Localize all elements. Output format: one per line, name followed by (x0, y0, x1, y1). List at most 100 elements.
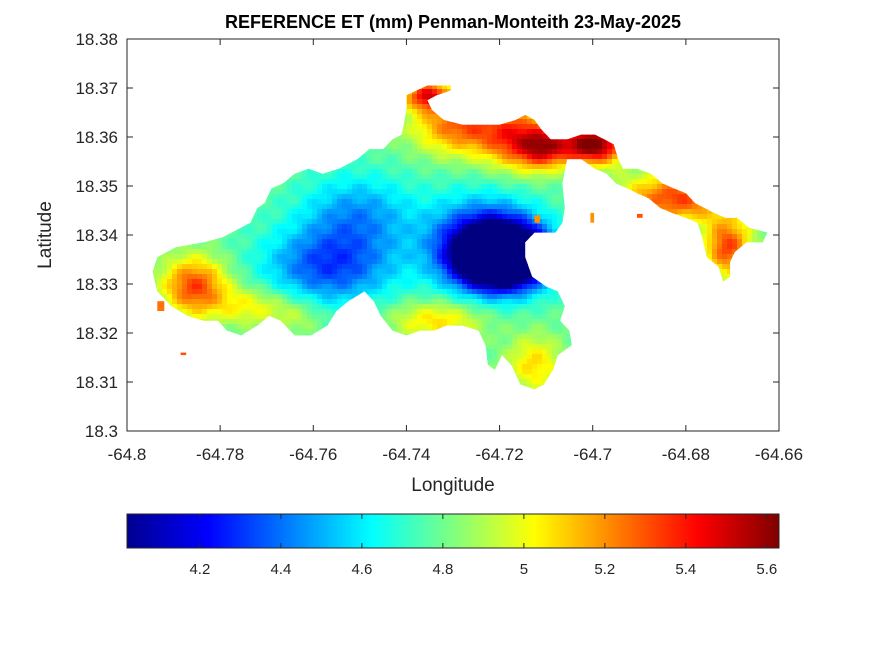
heatmap-cell (222, 289, 228, 295)
heatmap-cell (422, 269, 428, 275)
heatmap-cell (297, 299, 303, 305)
heatmap-cell (322, 319, 328, 325)
heatmap-cell (297, 194, 303, 200)
heatmap-cell (367, 269, 373, 275)
heatmap-cell (412, 259, 418, 265)
heatmap-cell (402, 319, 408, 325)
heatmap-cell (372, 274, 378, 280)
heatmap-cell (427, 239, 433, 245)
heatmap-cell (192, 249, 198, 255)
heatmap-cell (327, 314, 333, 320)
heatmap-cell (372, 189, 378, 195)
heatmap-cell (282, 239, 288, 245)
heatmap-cell (427, 204, 433, 210)
heatmap-cell (362, 174, 368, 180)
heatmap-cell (317, 199, 323, 205)
heatmap-cell (227, 269, 233, 275)
heatmap-cell (402, 169, 408, 175)
heatmap-cell (192, 314, 198, 320)
heatmap-cell (267, 209, 273, 215)
heatmap-cell (302, 234, 308, 240)
heatmap-cell (312, 214, 318, 220)
heatmap-cell (412, 229, 418, 235)
heatmap-cell (217, 244, 223, 250)
heatmap-cell (427, 209, 433, 215)
heatmap-cell (407, 179, 413, 185)
heatmap-cell (362, 189, 368, 195)
heatmap-cell (412, 164, 418, 170)
heatmap-cell (222, 244, 228, 250)
heatmap-cell (252, 264, 258, 270)
heatmap-cell (297, 244, 303, 250)
heatmap-cell (262, 294, 268, 300)
heatmap-cell (372, 229, 378, 235)
heatmap-cell (307, 264, 313, 270)
heatmap-cell (232, 324, 238, 330)
heatmap-cell (312, 254, 318, 260)
heatmap-cell (442, 89, 448, 95)
heatmap-cell (372, 289, 378, 295)
heatmap-cell (422, 219, 428, 225)
heatmap-cell (402, 259, 408, 265)
heatmap-cell (372, 184, 378, 190)
heatmap-cell (152, 269, 158, 275)
heatmap-cell (267, 199, 273, 205)
heatmap-cell (217, 284, 223, 290)
heatmap-cell (167, 264, 173, 270)
heatmap-cell (392, 229, 398, 235)
heatmap-cell (267, 304, 273, 310)
heatmap-cell (392, 274, 398, 280)
heatmap-cell (422, 119, 428, 125)
heatmap-cell (357, 229, 363, 235)
heatmap-cell (252, 274, 258, 280)
heatmap-cell (422, 209, 428, 215)
heatmap-cell (412, 174, 418, 180)
heatmap-cell (242, 299, 248, 305)
heatmap-cell (257, 239, 263, 245)
heatmap-cell (157, 259, 163, 265)
heatmap-cell (377, 299, 383, 305)
heatmap-cell (397, 274, 403, 280)
heatmap-cell (272, 214, 278, 220)
heatmap-cell (422, 164, 428, 170)
heatmap-cell (397, 234, 403, 240)
heatmap-cell (362, 159, 368, 165)
heatmap-cell (377, 244, 383, 250)
heatmap-cell (307, 304, 313, 310)
heatmap-cell (412, 114, 418, 120)
heatmap-cell (317, 234, 323, 240)
heatmap-cell (317, 264, 323, 270)
heatmap-cell (337, 204, 343, 210)
heatmap-cell (237, 314, 243, 320)
heatmap-cell (397, 134, 403, 140)
heatmap-cell (397, 164, 403, 170)
heatmap-cell (342, 214, 348, 220)
heatmap-cell (387, 304, 393, 310)
heatmap-cell (342, 219, 348, 225)
heatmap-cell (302, 279, 308, 285)
heatmap-cell (417, 314, 423, 320)
heatmap-cell (407, 109, 413, 115)
heatmap-cell (287, 249, 293, 255)
heatmap-cell (257, 264, 263, 270)
heatmap-cell (352, 269, 358, 275)
heatmap-cell (427, 294, 433, 300)
heatmap-cell (232, 309, 238, 315)
heatmap-cell (277, 209, 283, 215)
heatmap-cell (202, 304, 208, 310)
heatmap-cell (282, 259, 288, 265)
heatmap-cell (287, 264, 293, 270)
heatmap-cell (152, 279, 158, 285)
heatmap-cell (277, 299, 283, 305)
heatmap-cell (357, 249, 363, 255)
heatmap-cell (327, 299, 333, 305)
heatmap-cell (437, 314, 443, 320)
heatmap-cell (342, 274, 348, 280)
heatmap-cell (212, 279, 218, 285)
heatmap-cell (277, 244, 283, 250)
heatmap-cell (167, 254, 173, 260)
heatmap-cell (292, 229, 298, 235)
heatmap-cell (382, 239, 388, 245)
heatmap-cell (402, 134, 408, 140)
heatmap-cell (222, 314, 228, 320)
